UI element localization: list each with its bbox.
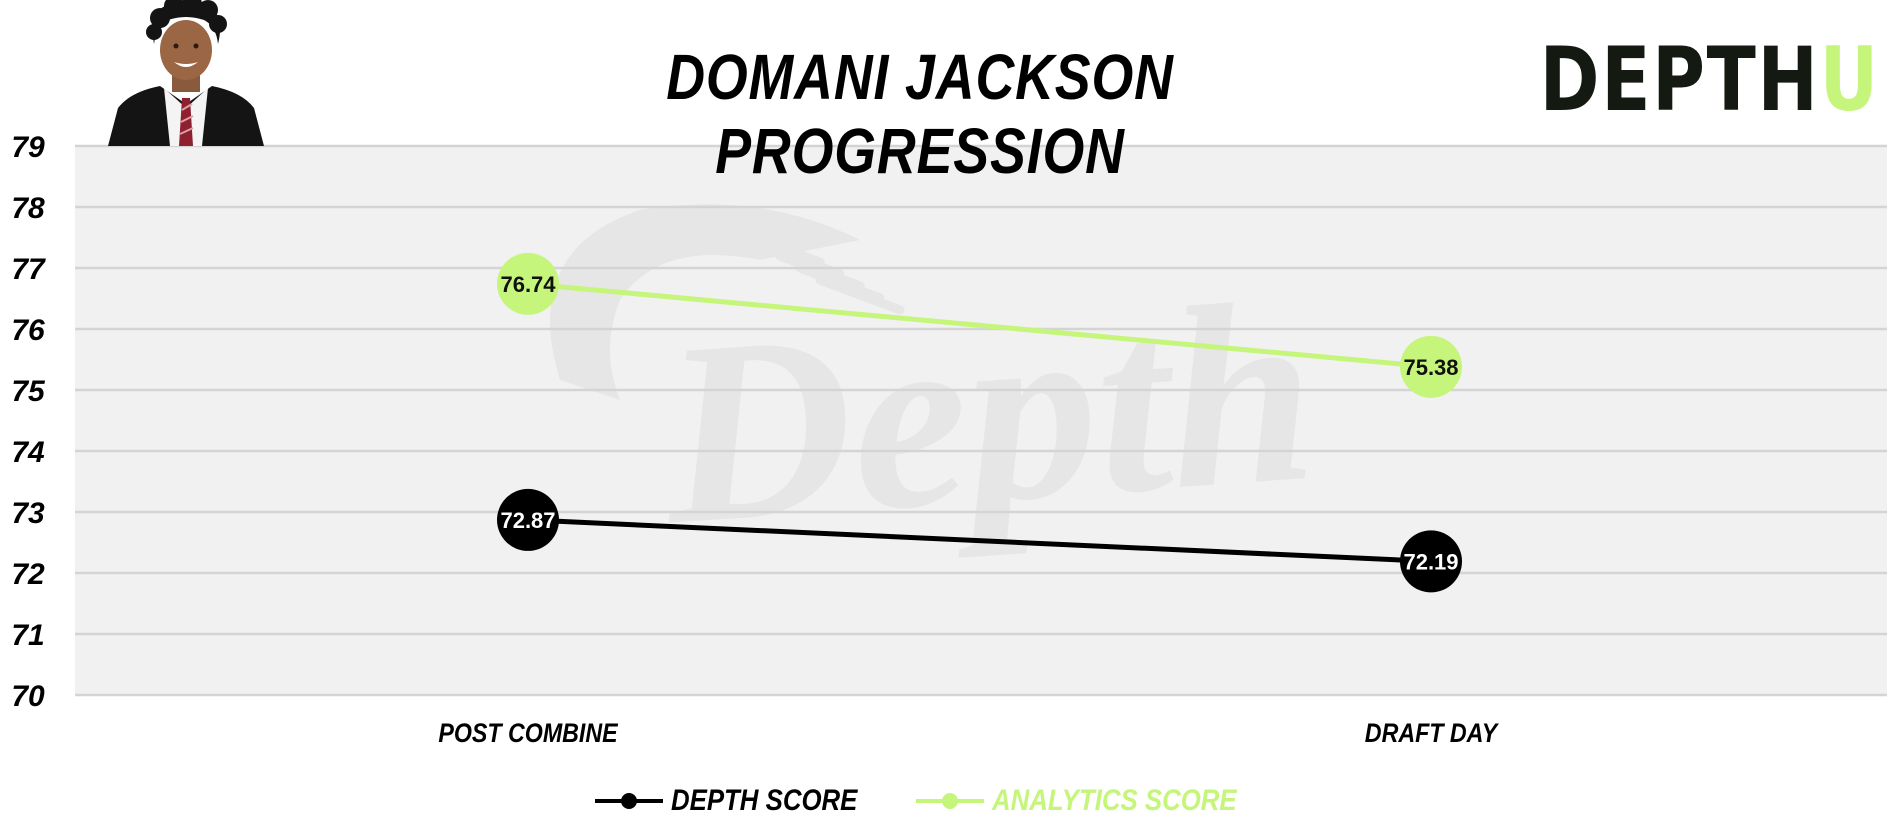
y-tick-label: 78 <box>11 192 45 225</box>
data-point-analytics <box>1400 335 1462 398</box>
data-point-depth <box>1400 530 1462 593</box>
plot-area <box>75 146 1887 695</box>
data-label-depth: 72.87 <box>500 508 555 533</box>
y-tick-label: 79 <box>11 131 45 164</box>
data-point-depth <box>497 488 559 551</box>
series-line-analytics <box>527 281 1432 370</box>
watermark-text: Depth <box>651 247 1324 580</box>
data-label-depth: 72.19 <box>1403 549 1458 574</box>
series-line-depth <box>527 517 1432 564</box>
legend-item-analytics: ANALYTICS SCORE <box>914 784 1276 818</box>
data-label-analytics: 76.74 <box>500 272 556 297</box>
y-tick-label: 77 <box>11 253 46 286</box>
y-tick-label: 70 <box>11 680 45 713</box>
brand-logo: DEPTHU <box>1539 28 1880 131</box>
watermark: Depth <box>550 204 1324 580</box>
y-tick-label: 75 <box>11 375 46 408</box>
x-tick-label: POST COMBINE <box>438 718 618 748</box>
player-headshot <box>108 0 264 146</box>
y-tick-label: 73 <box>11 497 45 530</box>
data-point-analytics <box>497 252 559 315</box>
legend-label-depth: DEPTH SCORE <box>671 784 858 817</box>
y-tick-label: 74 <box>11 436 45 469</box>
watermark-lace <box>815 275 905 315</box>
legend-marker-depth <box>595 793 664 809</box>
legend-marker-analytics <box>916 793 985 809</box>
line-chart: Depth 70 71 72 73 74 75 76 77 78 79 POST COMBINE D… <box>11 131 1887 748</box>
legend-item-depth: DEPTH SCORE <box>593 784 888 818</box>
x-tick-label: DRAFT DAY <box>1365 718 1499 748</box>
legend-label-analytics: ANALYTICS SCORE <box>992 784 1237 817</box>
data-label-analytics: 75.38 <box>1403 355 1458 380</box>
y-tick-label: 71 <box>11 619 44 652</box>
chart-title: DOMANI JACKSON PROGRESSION <box>666 41 1174 187</box>
y-tick-label: 72 <box>11 558 45 591</box>
y-tick-label: 76 <box>11 314 45 347</box>
legend: DEPTH SCORE ANALYTICS SCORE <box>0 784 1884 818</box>
